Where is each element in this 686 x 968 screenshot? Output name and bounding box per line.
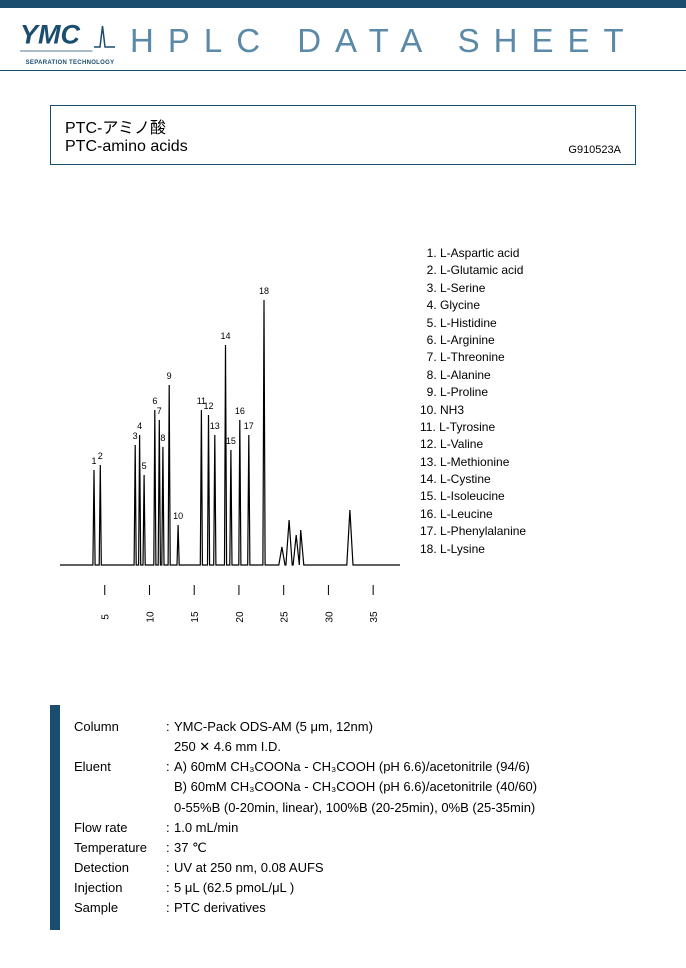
param-colon: : <box>166 717 174 737</box>
xtick-label: 25 <box>280 611 291 623</box>
param-value: 1.0 mL/min <box>174 818 626 838</box>
param-row: Injection:5 μL (62.5 pmoL/μL ) <box>74 878 626 898</box>
peak-label: 13 <box>210 421 220 431</box>
xtick-label: 20 <box>235 611 246 623</box>
peak-label: 6 <box>152 396 157 406</box>
peak-label: 18 <box>259 286 269 296</box>
param-row: Flow rate:1.0 mL/min <box>74 818 626 838</box>
peak-label: 3 <box>133 431 138 441</box>
param-label: Sample <box>74 898 166 918</box>
param-row: Column:YMC-Pack ODS-AM (5 μm, 12nm) <box>74 717 626 737</box>
param-label <box>74 737 166 757</box>
chromatogram: 1234567891011121314151617185101520253035 <box>50 245 410 675</box>
peak-label: 5 <box>142 461 147 471</box>
peak-label: 16 <box>235 406 245 416</box>
page-title: HPLC DATA SHEET <box>130 22 638 60</box>
peak-label: 7 <box>157 406 162 416</box>
peak-legend-item: 11. L-Tyrosine <box>420 419 526 436</box>
param-row: 250 ✕ 4.6 mm I.D. <box>74 737 626 757</box>
param-colon: : <box>166 878 174 898</box>
param-value: 37 ℃ <box>174 838 626 858</box>
peak-label: 8 <box>160 433 165 443</box>
param-label <box>74 798 166 818</box>
param-row: B) 60mM CH₃COONa - CH₃COOH (pH 6.6)/acet… <box>74 777 626 797</box>
peak-legend-item: 15. L-Isoleucine <box>420 488 526 505</box>
peak-legend-item: 13. L-Methionine <box>420 454 526 471</box>
peak-legend-item: 14. L-Cystine <box>420 471 526 488</box>
top-accent-bar <box>0 0 686 8</box>
param-colon <box>166 777 174 797</box>
peak-label: 12 <box>204 401 214 411</box>
param-row: 0-55%B (0-20min, linear), 100%B (20-25mi… <box>74 798 626 818</box>
chart-area: 1234567891011121314151617185101520253035… <box>50 245 636 695</box>
peak-legend-item: 8. L-Alanine <box>420 367 526 384</box>
param-value: B) 60mM CH₃COONa - CH₃COOH (pH 6.6)/acet… <box>174 777 626 797</box>
param-label: Temperature <box>74 838 166 858</box>
header-rule <box>0 70 686 71</box>
xtick-label: 5 <box>101 614 112 620</box>
ymc-logo-icon: YMC <box>20 16 120 66</box>
parameters-box: Column:YMC-Pack ODS-AM (5 μm, 12nm)250 ✕… <box>50 705 636 930</box>
param-label: Injection <box>74 878 166 898</box>
peak-legend-item: 17. L-Phenylalanine <box>420 523 526 540</box>
param-colon: : <box>166 818 174 838</box>
peak-label: 1 <box>91 456 96 466</box>
peak-legend-item: 2. L-Glutamic acid <box>420 262 526 279</box>
param-colon: : <box>166 838 174 858</box>
param-label: Eluent <box>74 757 166 777</box>
param-value: YMC-Pack ODS-AM (5 μm, 12nm) <box>174 717 626 737</box>
param-label: Flow rate <box>74 818 166 838</box>
peak-label: 4 <box>137 421 142 431</box>
peak-legend: 1. L-Aspartic acid 2. L-Glutamic acid 3.… <box>420 245 526 558</box>
title-english: PTC-amino acids <box>65 138 621 156</box>
param-value: UV at 250 nm, 0.08 AUFS <box>174 858 626 878</box>
peak-legend-item: 10. NH3 <box>420 402 526 419</box>
peak-legend-item: 1. L-Aspartic acid <box>420 245 526 262</box>
param-row: Sample:PTC derivatives <box>74 898 626 918</box>
peak-label: 9 <box>167 371 172 381</box>
peak-label: 14 <box>221 331 231 341</box>
title-box: PTC-アミノ酸 PTC-amino acids G910523A <box>50 105 636 165</box>
param-value: 5 μL (62.5 pmoL/μL ) <box>174 878 626 898</box>
header: YMC SEPARATION TECHNOLOGY HPLC DATA SHEE… <box>0 8 686 70</box>
param-row: Detection:UV at 250 nm, 0.08 AUFS <box>74 858 626 878</box>
param-value: A) 60mM CH₃COONa - CH₃COOH (pH 6.6)/acet… <box>174 757 626 777</box>
peak-legend-item: 18. L-Lysine <box>420 541 526 558</box>
peak-legend-item: 5. L-Histidine <box>420 315 526 332</box>
peak-legend-item: 12. L-Valine <box>420 436 526 453</box>
param-value: 0-55%B (0-20min, linear), 100%B (20-25mi… <box>174 798 626 818</box>
document-id: G910523A <box>568 144 621 156</box>
xtick-label: 30 <box>324 611 335 623</box>
param-colon: : <box>166 858 174 878</box>
param-colon <box>166 737 174 757</box>
peak-legend-item: 7. L-Threonine <box>420 349 526 366</box>
param-label: Detection <box>74 858 166 878</box>
param-row: Temperature:37 ℃ <box>74 838 626 858</box>
svg-text:YMC: YMC <box>20 20 81 50</box>
param-colon <box>166 798 174 818</box>
param-colon: : <box>166 898 174 918</box>
logo: YMC SEPARATION TECHNOLOGY <box>20 16 120 66</box>
xtick-label: 15 <box>190 611 201 623</box>
param-colon: : <box>166 757 174 777</box>
param-label: Column <box>74 717 166 737</box>
param-value: 250 ✕ 4.6 mm I.D. <box>174 737 626 757</box>
logo-tagline: SEPARATION TECHNOLOGY <box>26 60 115 66</box>
xtick-label: 10 <box>145 611 156 623</box>
peak-legend-item: 9. L-Proline <box>420 384 526 401</box>
peak-label: 17 <box>244 421 254 431</box>
peak-label: 15 <box>226 436 236 446</box>
peak-label: 2 <box>98 451 103 461</box>
peak-label: 10 <box>173 511 183 521</box>
param-label <box>74 777 166 797</box>
param-row: Eluent:A) 60mM CH₃COONa - CH₃COOH (pH 6.… <box>74 757 626 777</box>
xtick-label: 35 <box>369 611 380 623</box>
peak-legend-item: 3. L-Serine <box>420 280 526 297</box>
peak-legend-item: 16. L-Leucine <box>420 506 526 523</box>
param-value: PTC derivatives <box>174 898 626 918</box>
title-japanese: PTC-アミノ酸 <box>65 114 621 138</box>
peak-legend-item: 6. L-Arginine <box>420 332 526 349</box>
peak-legend-item: 4. Glycine <box>420 297 526 314</box>
